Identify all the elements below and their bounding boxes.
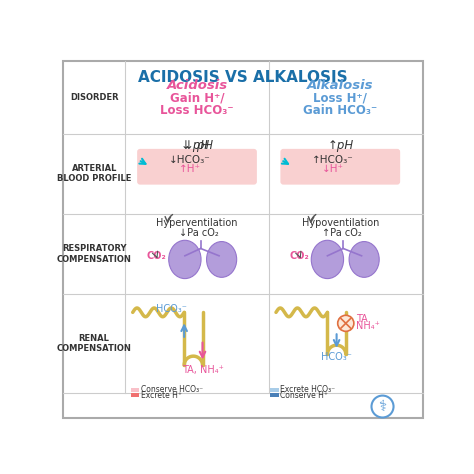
- Text: HCO₃⁻: HCO₃⁻: [156, 304, 187, 314]
- Text: Conserve H⁺: Conserve H⁺: [281, 391, 328, 400]
- Text: Alkalosis: Alkalosis: [307, 79, 374, 92]
- Text: Excrete H⁺: Excrete H⁺: [141, 391, 182, 400]
- Ellipse shape: [311, 240, 344, 279]
- Text: ↓pH: ↓pH: [184, 139, 210, 152]
- Text: TA: TA: [356, 314, 368, 324]
- Text: Hyperventilation: Hyperventilation: [156, 218, 238, 228]
- Text: Acidosis: Acidosis: [166, 79, 228, 92]
- Circle shape: [372, 396, 393, 418]
- Bar: [271, 392, 279, 397]
- Text: Loss H⁺/: Loss H⁺/: [313, 91, 367, 105]
- Bar: [131, 388, 139, 392]
- Text: RESPIRATORY
COMPENSATION: RESPIRATORY COMPENSATION: [57, 244, 132, 264]
- FancyBboxPatch shape: [281, 149, 400, 185]
- Text: HCO₃⁻: HCO₃⁻: [321, 352, 352, 362]
- Text: Loss HCO₃⁻: Loss HCO₃⁻: [160, 104, 234, 117]
- Text: ↓HCO₃⁻: ↓HCO₃⁻: [169, 155, 210, 165]
- Text: Gain H⁺/: Gain H⁺/: [170, 91, 224, 105]
- Text: CO₂: CO₂: [290, 251, 310, 261]
- Text: ⚕: ⚕: [378, 399, 387, 414]
- Text: RENAL
COMPENSATION: RENAL COMPENSATION: [57, 334, 132, 353]
- Text: ARTERIAL
BLOOD PROFILE: ARTERIAL BLOOD PROFILE: [57, 164, 131, 183]
- Text: ↓H⁺: ↓H⁺: [322, 164, 344, 174]
- Text: ↑pH: ↑pH: [327, 139, 354, 152]
- Bar: [271, 388, 279, 392]
- Text: CO₂: CO₂: [146, 251, 166, 261]
- Text: ↑HCO₃⁻: ↑HCO₃⁻: [312, 155, 354, 165]
- FancyBboxPatch shape: [137, 149, 257, 185]
- Text: ↑Pa cO₂: ↑Pa cO₂: [322, 228, 362, 238]
- Text: ACIDOSIS VS ALKALOSIS: ACIDOSIS VS ALKALOSIS: [138, 70, 348, 85]
- Text: Conserve HCO₃⁻: Conserve HCO₃⁻: [141, 385, 203, 394]
- Text: Gain HCO₃⁻: Gain HCO₃⁻: [303, 104, 377, 117]
- Text: Hypoventilation: Hypoventilation: [301, 218, 379, 228]
- Ellipse shape: [169, 240, 201, 279]
- Text: NH₄⁺: NH₄⁺: [356, 321, 380, 331]
- Text: Excrete HCO₃⁻: Excrete HCO₃⁻: [281, 385, 336, 394]
- Ellipse shape: [349, 242, 379, 277]
- Text: ↓Pa cO₂: ↓Pa cO₂: [179, 228, 219, 238]
- Text: ↑H⁺: ↑H⁺: [179, 164, 201, 174]
- Bar: [131, 392, 139, 397]
- Text: TA, NH₄⁺: TA, NH₄⁺: [182, 365, 223, 374]
- Circle shape: [337, 315, 354, 331]
- Text: DISORDER: DISORDER: [70, 92, 118, 101]
- Text: ↓ ρΗ: ↓ ρΗ: [181, 139, 213, 152]
- Ellipse shape: [207, 242, 237, 277]
